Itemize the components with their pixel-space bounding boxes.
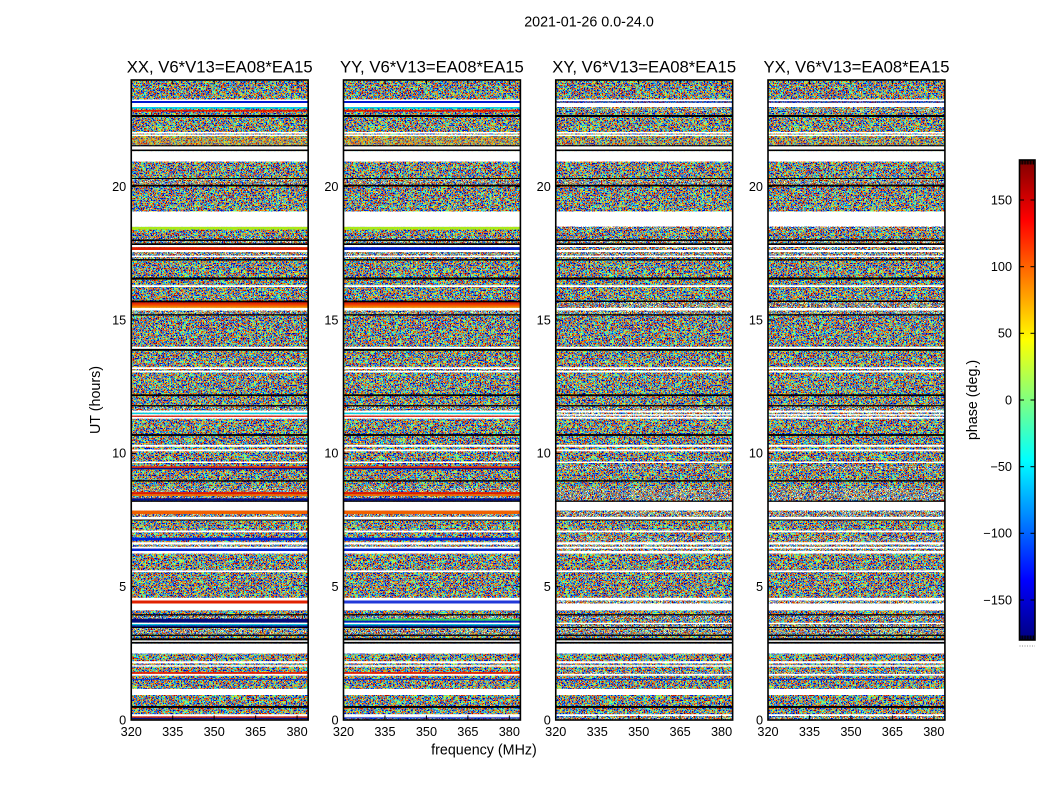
svg-text:350: 350	[416, 725, 437, 739]
svg-text:20: 20	[749, 180, 763, 194]
svg-text:5: 5	[331, 580, 338, 594]
svg-text:0: 0	[119, 713, 126, 727]
svg-text:380: 380	[499, 725, 520, 739]
svg-text:0: 0	[756, 713, 763, 727]
svg-text:−50: −50	[990, 460, 1012, 474]
svg-text:380: 380	[923, 725, 944, 739]
svg-text:150: 150	[991, 193, 1012, 207]
svg-text:15: 15	[537, 313, 551, 327]
svg-text:320: 320	[545, 725, 566, 739]
svg-text:20: 20	[112, 180, 126, 194]
svg-text:10: 10	[324, 447, 338, 461]
svg-text:380: 380	[711, 725, 732, 739]
svg-text:365: 365	[882, 725, 903, 739]
svg-text:5: 5	[544, 580, 551, 594]
svg-text:350: 350	[204, 725, 225, 739]
svg-text:15: 15	[324, 313, 338, 327]
svg-text:0: 0	[544, 713, 551, 727]
svg-text:YX, V6*V13=EA08*EA15: YX, V6*V13=EA08*EA15	[763, 57, 949, 76]
svg-text:365: 365	[457, 725, 478, 739]
svg-text:320: 320	[757, 725, 778, 739]
svg-text:380: 380	[287, 725, 308, 739]
svg-text:20: 20	[324, 180, 338, 194]
svg-text:XX, V6*V13=EA08*EA15: XX, V6*V13=EA08*EA15	[127, 57, 313, 76]
svg-text:15: 15	[112, 313, 126, 327]
svg-text:350: 350	[840, 725, 861, 739]
svg-text:frequency (MHz): frequency (MHz)	[431, 743, 537, 759]
svg-text:5: 5	[756, 580, 763, 594]
svg-text:365: 365	[670, 725, 691, 739]
svg-text:365: 365	[245, 725, 266, 739]
svg-text:320: 320	[121, 725, 142, 739]
svg-text:phase (deg.): phase (deg.)	[965, 360, 981, 440]
svg-text:15: 15	[749, 313, 763, 327]
svg-text:350: 350	[628, 725, 649, 739]
svg-text:335: 335	[799, 725, 820, 739]
svg-text:−150: −150	[983, 593, 1012, 607]
svg-text:0: 0	[331, 713, 338, 727]
svg-text:−100: −100	[983, 527, 1012, 541]
svg-text:335: 335	[162, 725, 183, 739]
svg-text:0: 0	[1005, 393, 1012, 407]
svg-text:10: 10	[537, 447, 551, 461]
svg-text:335: 335	[587, 725, 608, 739]
svg-text:UT (hours): UT (hours)	[88, 366, 104, 434]
svg-text:XY, V6*V13=EA08*EA15: XY, V6*V13=EA08*EA15	[552, 57, 736, 76]
svg-text:YY, V6*V13=EA08*EA15: YY, V6*V13=EA08*EA15	[340, 57, 524, 76]
svg-text:335: 335	[374, 725, 395, 739]
svg-text:50: 50	[998, 327, 1012, 341]
svg-text:5: 5	[119, 580, 126, 594]
svg-text:20: 20	[537, 180, 551, 194]
svg-text:320: 320	[333, 725, 354, 739]
svg-text:10: 10	[112, 447, 126, 461]
svg-text:10: 10	[749, 447, 763, 461]
svg-text:2021-01-26 0.0-24.0: 2021-01-26 0.0-24.0	[524, 15, 654, 31]
svg-text:100: 100	[991, 260, 1012, 274]
